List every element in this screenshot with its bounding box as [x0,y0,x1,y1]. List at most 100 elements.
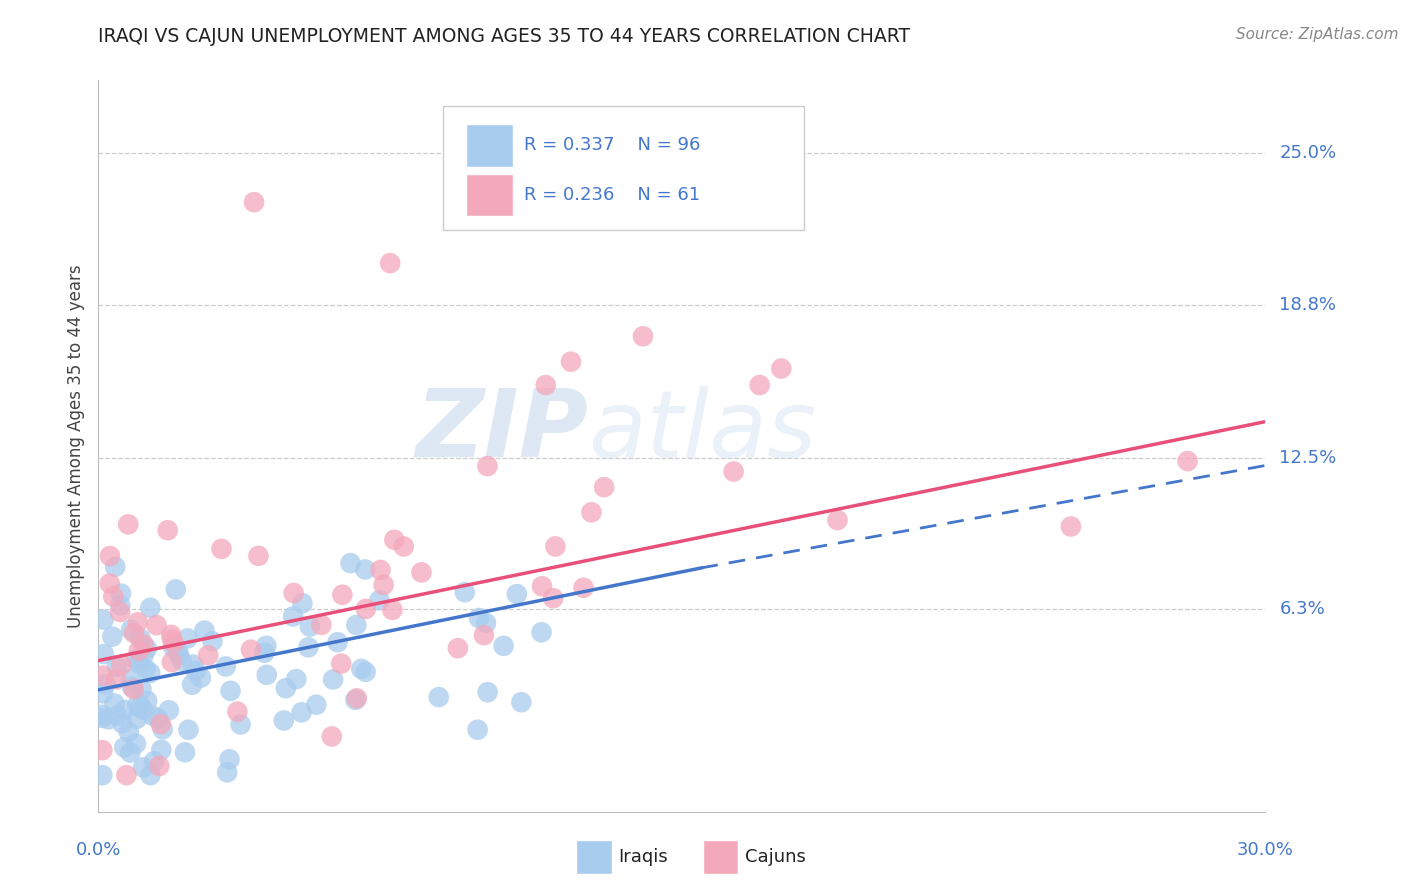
Point [219,683,242,698]
Point [136,694,159,708]
Point [132,760,155,774]
Point [91,711,114,725]
Point [152,723,174,737]
Point [142,708,165,723]
Point [165,582,187,597]
Point [197,648,219,663]
Point [330,588,353,602]
Point [378,256,402,270]
Point [201,634,224,648]
Point [326,635,349,649]
Point [160,632,183,647]
Point [174,745,197,759]
FancyBboxPatch shape [443,106,804,230]
Point [105,660,128,674]
Point [93,647,115,661]
Text: Source: ZipAtlas.com: Source: ZipAtlas.com [1236,27,1399,42]
Point [298,619,321,633]
Point [354,562,377,576]
Point [184,664,207,678]
Point [322,673,344,687]
Point [190,671,212,685]
Point [530,579,553,593]
Point [243,195,266,210]
Point [157,703,180,717]
Point [146,711,169,725]
Point [135,662,157,676]
Point [344,618,367,632]
Point [125,737,148,751]
Point [530,625,553,640]
Text: IRAQI VS CAJUN UNEMPLOYMENT AMONG AGES 35 TO 44 YEARS CORRELATION CHART: IRAQI VS CAJUN UNEMPLOYMENT AMONG AGES 3… [98,27,911,45]
Point [132,638,155,652]
Text: Cajuns: Cajuns [745,848,806,866]
Point [91,668,114,682]
Point [112,740,135,755]
Point [127,615,149,630]
Text: 18.8%: 18.8% [1279,295,1336,314]
Point [156,523,179,537]
Point [176,632,198,646]
Point [748,378,770,392]
Point [373,578,395,592]
Point [305,698,328,712]
Point [411,566,433,580]
Point [139,768,162,782]
Point [370,563,392,577]
Point [209,541,232,556]
Point [354,602,377,616]
Point [125,712,148,726]
Point [723,465,745,479]
Text: 25.0%: 25.0% [1279,145,1337,162]
Point [128,643,150,657]
Point [311,618,333,632]
Point [467,723,489,737]
Point [354,665,377,679]
Point [256,668,278,682]
Point [631,329,654,343]
Point [581,505,603,519]
Point [217,765,239,780]
Point [127,698,149,712]
Point [290,706,312,720]
Y-axis label: Unemployment Among Ages 35 to 44 years: Unemployment Among Ages 35 to 44 years [66,264,84,628]
Point [291,596,314,610]
Point [572,581,595,595]
Point [215,659,238,673]
Point [101,630,124,644]
Point [321,730,343,744]
Point [247,549,270,563]
Point [160,655,183,669]
Point [143,754,166,768]
Point [506,587,529,601]
FancyBboxPatch shape [465,124,513,167]
Text: R = 0.337    N = 96: R = 0.337 N = 96 [524,136,700,154]
Point [129,632,152,646]
Point [281,609,304,624]
Text: Iraqis: Iraqis [619,848,668,866]
Point [110,587,132,601]
Point [93,613,115,627]
Point [226,705,249,719]
Text: 0.0%: 0.0% [76,841,121,859]
Point [368,593,391,607]
Point [193,624,215,638]
Point [162,640,184,655]
Point [560,354,582,368]
Point [181,657,204,672]
Point [103,590,125,604]
Point [427,690,450,705]
Point [94,677,117,691]
Point [122,681,145,696]
Point [104,559,127,574]
Point [392,540,415,554]
Point [534,378,557,392]
Point [477,685,499,699]
Point [98,549,121,563]
Point [1060,519,1083,533]
Point [218,752,240,766]
Point [285,672,308,686]
Point [115,768,138,782]
Point [283,586,305,600]
Point [1177,454,1199,468]
